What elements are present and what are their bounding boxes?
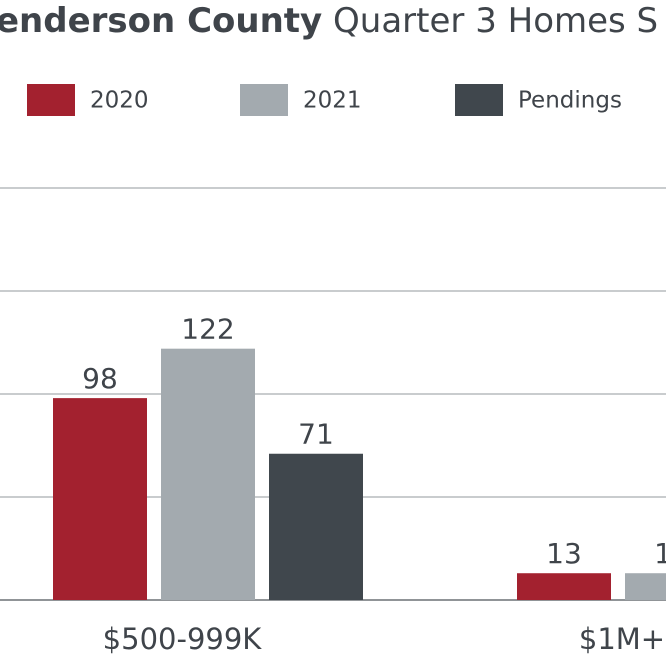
bar xyxy=(517,573,611,600)
value-label: 13 xyxy=(546,537,582,570)
value-label: 71 xyxy=(298,418,334,451)
value-label: 13 xyxy=(654,537,666,570)
legend-label: Pendings xyxy=(518,88,622,114)
value-label: 98 xyxy=(82,362,118,395)
title-regular: Quarter 3 Homes S xyxy=(333,1,658,41)
x-tick-label: $500-999K xyxy=(103,622,263,656)
legend-swatch xyxy=(240,84,288,116)
x-tick-label: $1M+ xyxy=(579,622,665,656)
legend-swatch xyxy=(455,84,503,116)
legend-label: 2020 xyxy=(90,88,149,114)
legend-label: 2021 xyxy=(303,88,362,114)
bar xyxy=(161,348,255,600)
value-label: 122 xyxy=(181,313,234,346)
bar xyxy=(269,453,363,600)
title-bold: enderson County xyxy=(0,1,322,41)
chart-title: enderson County Quarter 3 Homes S xyxy=(0,1,658,41)
bar xyxy=(53,398,147,600)
legend-swatch xyxy=(27,84,75,116)
bar xyxy=(625,573,666,600)
